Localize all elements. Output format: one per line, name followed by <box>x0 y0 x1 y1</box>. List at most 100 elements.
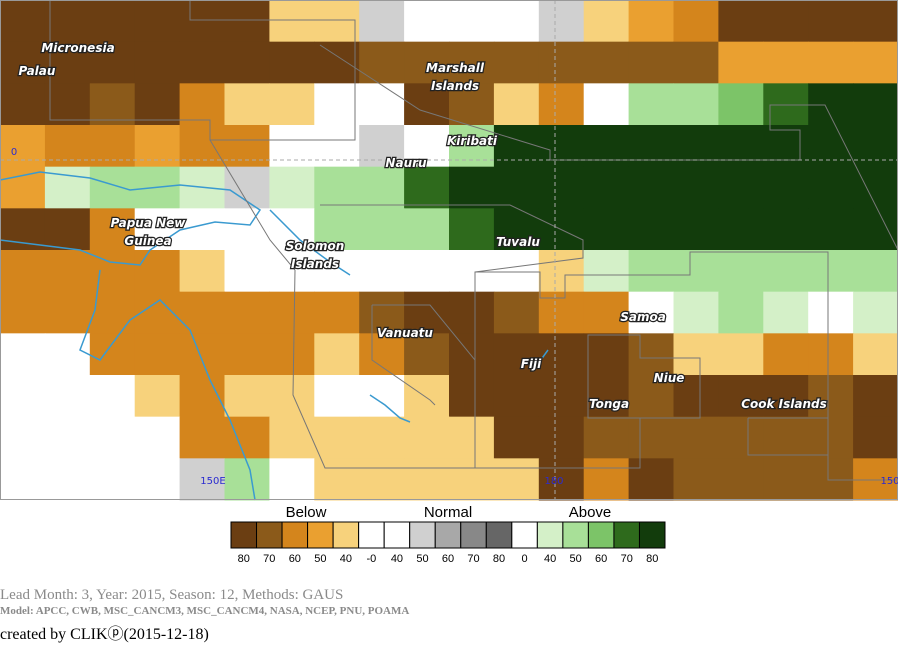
legend-label: 80 <box>493 553 505 565</box>
legend-label: 60 <box>289 553 301 565</box>
legend-label: 50 <box>570 553 582 565</box>
legend-swatch <box>332 521 360 549</box>
grid-cell <box>359 0 405 43</box>
grid-cell <box>583 458 630 501</box>
grid-cell <box>538 458 585 501</box>
legend: Below Normal Above 80 70 60 50 40 -0 40 50 60 70 80 0 4… <box>230 504 666 565</box>
grid-cell <box>673 83 719 126</box>
grid-cell <box>0 291 46 334</box>
grid-cell <box>808 0 854 43</box>
legend-label: 80 <box>238 553 250 565</box>
place-label: Nauru <box>385 156 427 170</box>
coastline <box>269 209 351 276</box>
grid-cell <box>89 416 136 459</box>
grid-cell <box>538 333 585 376</box>
legend-label: 50 <box>314 553 326 565</box>
grid-cell <box>0 250 46 293</box>
grid-cell <box>628 250 674 293</box>
coastlines <box>0 171 549 501</box>
grid-cell <box>673 416 719 459</box>
grid-cell <box>224 41 270 84</box>
grid-cell <box>134 83 181 126</box>
grid-cell <box>89 333 136 376</box>
grid-cell <box>493 416 540 459</box>
grid-cell <box>404 0 450 43</box>
grid-cell <box>718 416 764 459</box>
grid-cell <box>179 83 225 126</box>
grid-cell <box>314 250 360 293</box>
grid-cell <box>763 458 809 501</box>
grid-cell <box>0 416 46 459</box>
grid-cell <box>269 458 315 501</box>
grid-cell <box>538 125 585 168</box>
grid-cell <box>763 41 809 84</box>
grid-cell <box>673 333 719 376</box>
grid-cell <box>628 291 674 334</box>
legend-swatch <box>358 521 385 549</box>
grid-cell <box>763 333 809 376</box>
grid-cell <box>718 375 764 418</box>
grid-cell <box>853 41 898 84</box>
grid-cell <box>493 250 540 293</box>
grid-cell <box>583 0 630 43</box>
border <box>319 44 898 251</box>
grid-cell <box>449 83 495 126</box>
place-label: Fiji <box>521 357 542 371</box>
footer-credit: created by CLIKⓟ(2015-12-18) <box>0 625 209 643</box>
grid-cell <box>538 375 585 418</box>
place-label: Islands <box>431 79 479 93</box>
legend-group: Normal <box>424 504 472 521</box>
grid-cell <box>628 458 674 501</box>
grid-cell <box>314 41 360 84</box>
place-label: Islands <box>291 257 339 271</box>
grid-cell <box>179 41 225 84</box>
eez-borders <box>0 0 898 500</box>
grid-cell <box>808 208 854 251</box>
grid-cell <box>583 125 630 168</box>
grid-cell <box>763 0 809 43</box>
place-label: Solomon <box>286 239 345 253</box>
grid-cell <box>44 41 91 84</box>
grid-cell <box>449 333 495 376</box>
grid-cell <box>359 291 405 334</box>
grid-cell <box>763 375 809 418</box>
grid-cell <box>134 208 181 251</box>
grid-cell <box>134 416 181 459</box>
legend-group: Above <box>569 504 612 521</box>
grid-cell <box>808 83 854 126</box>
place-labels: Micronesia Palau Marshall Islands Kiribati Na… <box>11 40 898 487</box>
grid-cell <box>628 416 674 459</box>
grid-cell <box>89 83 136 126</box>
grid-cell <box>269 83 315 126</box>
legend-label: 0 <box>522 553 528 565</box>
grid-cell <box>404 291 450 334</box>
legend-label: 70 <box>467 553 479 565</box>
grid-cell <box>269 166 315 209</box>
grid-cell <box>359 250 405 293</box>
grid-cell <box>673 41 719 84</box>
grid-cell <box>44 291 91 334</box>
grid-cell <box>583 41 630 84</box>
grid-cell <box>44 375 91 418</box>
grid-cell <box>404 250 450 293</box>
border <box>320 204 584 273</box>
grid-cell <box>269 416 315 459</box>
place-label: Papua New <box>111 216 187 230</box>
grid-cell <box>314 458 360 501</box>
grid-cell <box>808 375 854 418</box>
grid-cell <box>269 250 315 293</box>
legend-swatch <box>511 521 538 549</box>
grid-cell <box>89 208 136 251</box>
grid-cell <box>269 0 315 43</box>
legend-swatch <box>485 521 513 549</box>
grid-cell <box>853 125 898 168</box>
grid-cell <box>673 125 719 168</box>
grid-cell <box>628 166 674 209</box>
grid-cell <box>763 416 809 459</box>
footer-info: Lead Month: 3, Year: 2015, Season: 12, M… <box>0 587 343 603</box>
grid-cell <box>493 125 540 168</box>
grid-cell <box>314 166 360 209</box>
grid-cell <box>449 208 495 251</box>
grid-cell <box>449 375 495 418</box>
